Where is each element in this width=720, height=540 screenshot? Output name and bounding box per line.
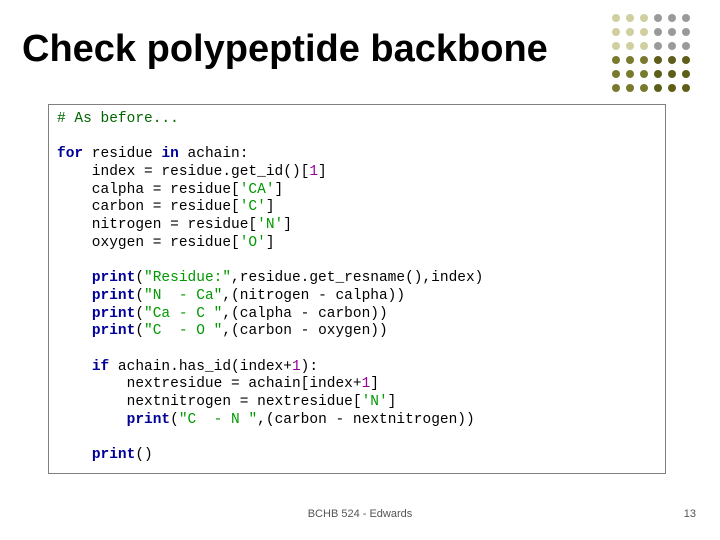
- footer-text: BCHB 524 - Edwards: [0, 508, 720, 520]
- code-block: # As before... for residue in achain: in…: [48, 104, 666, 474]
- corner-dot-decoration: [606, 8, 706, 100]
- code-text: # As before... for residue in achain: in…: [57, 111, 657, 465]
- slide-title: Check polypeptide backbone: [22, 28, 548, 71]
- page-number: 13: [684, 508, 696, 520]
